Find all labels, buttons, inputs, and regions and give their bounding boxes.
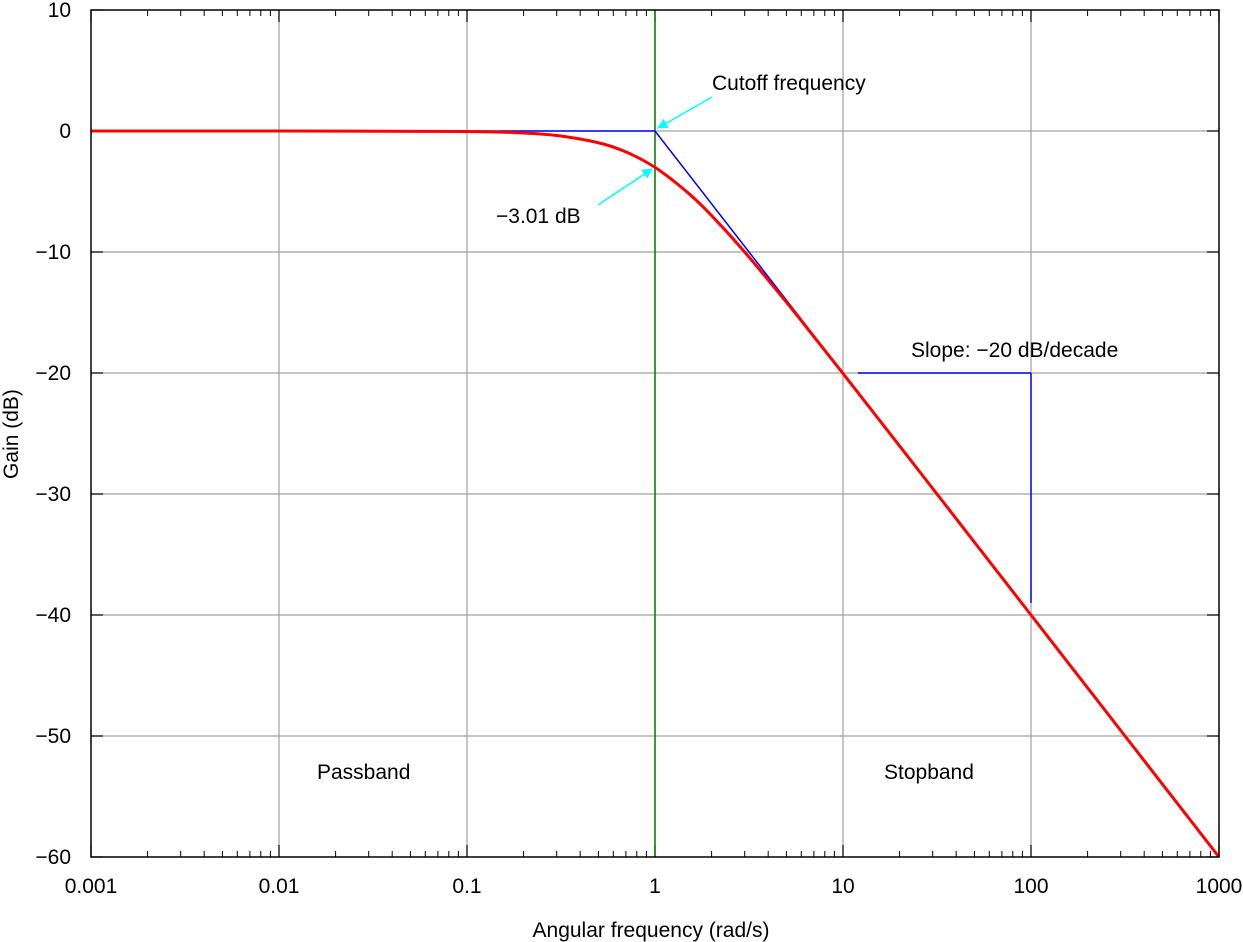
magnitude-response-curve [90,129,1221,858]
x-tick-label: 0.1 [452,875,481,898]
y-tick-label: −10 [35,241,71,264]
tick-labels: 0.001 0.01 0.1 1 10 100 1000−60−50−40−30−20−10… [35,0,1242,898]
x-tick-label: 0.001 [65,875,118,898]
y-tick-label: 0 [59,120,71,143]
y-tick-label: −20 [35,362,71,385]
stopband-label: Stopband [884,761,974,784]
x-tick-label: 1000 [1196,875,1243,898]
x-tick-label: 1 [649,875,661,898]
y-tick-label: −50 [35,725,71,748]
cutoff-arrow [657,96,713,129]
slope-label: Slope: −20 dB/decade [911,339,1118,362]
minus-3db-label: −3.01 dB [496,205,581,228]
y-tick-label: −40 [35,604,71,627]
minus-3db-arrow [597,168,653,206]
y-tick-label: −60 [35,846,71,869]
x-tick-label: 100 [1013,875,1048,898]
y-tick-label: 10 [48,0,71,22]
cutoff-frequency-label: Cutoff frequency [712,72,866,95]
y-tick-label: −30 [35,483,71,506]
passband-label: Passband [317,761,410,784]
asymptote-line [467,130,844,374]
x-tick-label: 0.01 [259,875,300,898]
x-axis-label: Angular frequency (rad/s) [533,919,770,942]
x-tick-label: 10 [831,875,854,898]
y-axis-label: Gain (dB) [0,389,23,479]
plot-frame [90,9,1220,858]
